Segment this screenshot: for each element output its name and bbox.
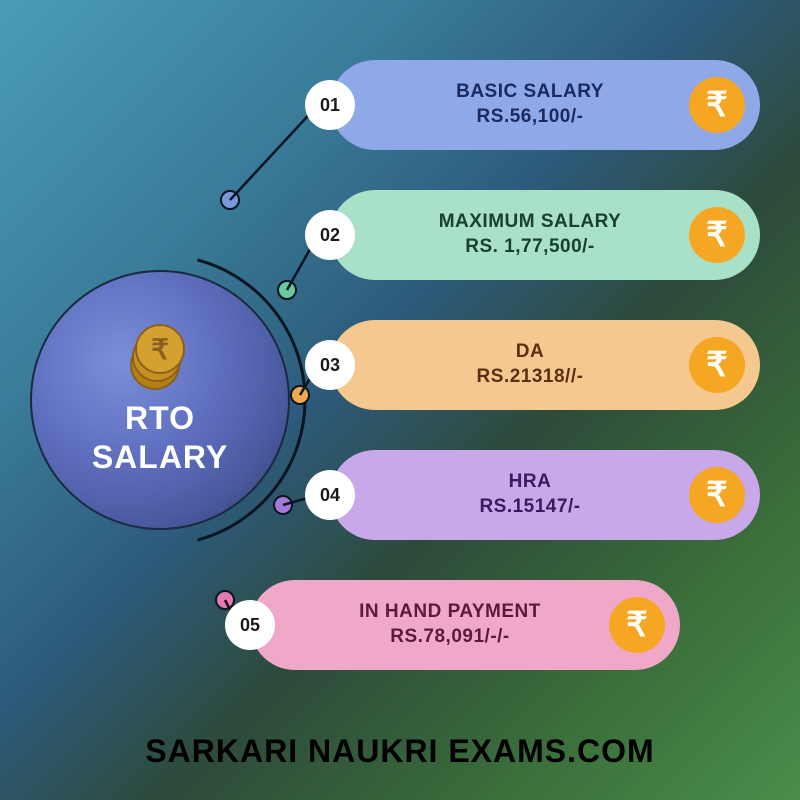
rupee-icon: ₹ [689, 337, 745, 393]
item-value: RS. 1,77,500/- [370, 235, 690, 260]
main-title: RTO SALARY [92, 399, 228, 476]
item-value: RS.78,091/-/- [290, 625, 610, 650]
item-label: DA [370, 340, 690, 365]
item-label: IN HAND PAYMENT [290, 600, 610, 625]
item-value: RS.15147/- [370, 495, 690, 520]
main-circle: ₹ RTO SALARY [30, 270, 290, 530]
rupee-icon: ₹ [689, 77, 745, 133]
title-line-1: RTO [92, 399, 228, 437]
item-label: HRA [370, 470, 690, 495]
item-value: RS.21318//- [370, 365, 690, 390]
item-label: BASIC SALARY [370, 80, 690, 105]
coin-stack-icon: ₹ [130, 324, 190, 384]
salary-item-1: 01BASIC SALARYRS.56,100/-₹ [330, 60, 760, 150]
salary-item-3: 03DARS.21318//-₹ [330, 320, 760, 410]
item-number: 03 [305, 340, 355, 390]
item-number: 02 [305, 210, 355, 260]
title-line-2: SALARY [92, 438, 228, 476]
salary-item-2: 02MAXIMUM SALARYRS. 1,77,500/-₹ [330, 190, 760, 280]
rupee-icon: ₹ [689, 467, 745, 523]
item-label: MAXIMUM SALARY [370, 210, 690, 235]
salary-item-4: 04HRARS.15147/-₹ [330, 450, 760, 540]
item-number: 04 [305, 470, 355, 520]
footer-text: SARKARI NAUKRI EXAMS.COM [0, 733, 800, 770]
rupee-icon: ₹ [609, 597, 665, 653]
rupee-icon: ₹ [689, 207, 745, 263]
item-value: RS.56,100/- [370, 105, 690, 130]
item-number: 01 [305, 80, 355, 130]
item-number: 05 [225, 600, 275, 650]
salary-item-5: 05IN HAND PAYMENTRS.78,091/-/-₹ [250, 580, 680, 670]
